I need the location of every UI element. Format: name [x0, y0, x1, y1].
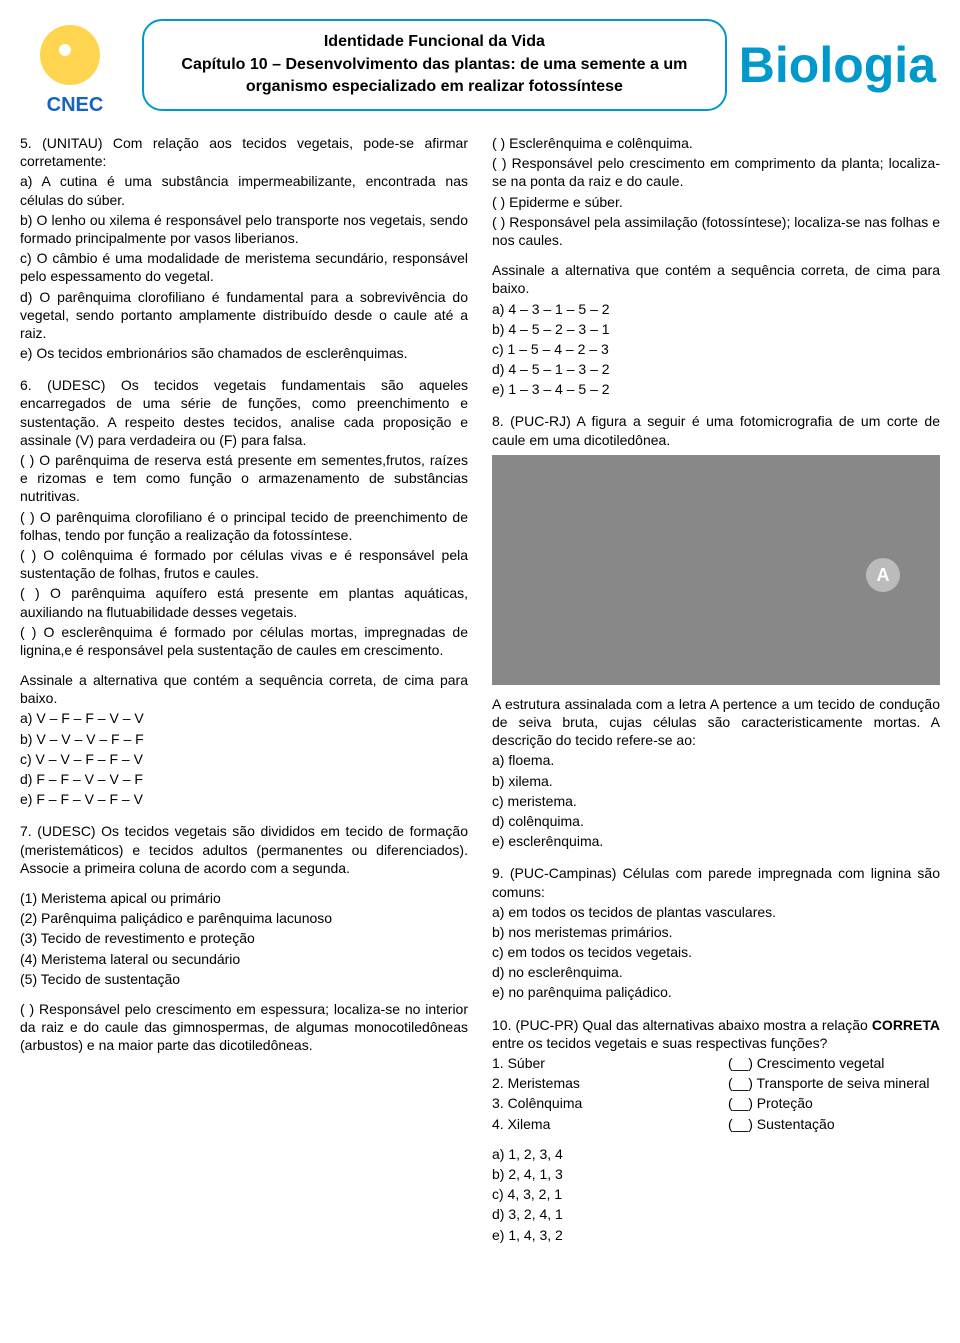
content-columns: 5. (UNITAU) Com relação aos tecidos vege… — [20, 134, 940, 1258]
q8-d: d) colênquima. — [492, 812, 940, 830]
q7-d: d) 4 – 5 – 1 – 3 – 2 — [492, 360, 940, 378]
q10-left-0: 1. Súber — [492, 1054, 704, 1072]
logo: CNEC — [20, 10, 130, 120]
q10-stem-bold: CORRETA — [872, 1017, 940, 1033]
q7-col2-3: ( ) Epiderme e súber. — [492, 193, 940, 211]
q10-b: b) 2, 4, 1, 3 — [492, 1165, 940, 1183]
q6-p5: ( ) O esclerênquima é formado por célula… — [20, 623, 468, 659]
q5-e: e) Os tecidos embrionários são chamados … — [20, 344, 468, 362]
q10-right-0: (__) Crescimento vegetal — [728, 1054, 940, 1072]
q8-stem: 8. (PUC-RJ) A figura a seguir é uma foto… — [492, 412, 940, 448]
q10-right-2: (__) Proteção — [728, 1094, 940, 1112]
question-8: 8. (PUC-RJ) A figura a seguir é uma foto… — [492, 412, 940, 850]
svg-text:CNEC: CNEC — [47, 94, 104, 115]
q10-stem: 10. (PUC-PR) Qual das alternativas abaix… — [492, 1016, 940, 1052]
q7-col1-0: (1) Meristema apical ou primário — [20, 889, 468, 907]
q6-e: e) F – F – V – F – V — [20, 790, 468, 808]
q8-c: c) meristema. — [492, 792, 940, 810]
question-6: 6. (UDESC) Os tecidos vegetais fundament… — [20, 376, 468, 808]
q10-a: a) 1, 2, 3, 4 — [492, 1145, 940, 1163]
q9-b: b) nos meristemas primários. — [492, 923, 940, 941]
q6-stem: 6. (UDESC) Os tecidos vegetais fundament… — [20, 376, 468, 449]
q7-col2-2: ( ) Responsável pelo crescimento em comp… — [492, 154, 940, 190]
q10-left-col: 1. Súber 2. Meristemas 3. Colênquima 4. … — [492, 1054, 704, 1135]
q10-left-3: 4. Xilema — [492, 1115, 704, 1133]
q7-e: e) 1 – 3 – 4 – 5 – 2 — [492, 380, 940, 398]
q10-e: e) 1, 4, 3, 2 — [492, 1226, 940, 1244]
title-line-1: Identidade Funcional da Vida — [162, 31, 707, 53]
q10-d: d) 3, 2, 4, 1 — [492, 1205, 940, 1223]
q10-stem-post: entre os tecidos vegetais e suas respect… — [492, 1035, 827, 1051]
q5-c: c) O câmbio é uma modalidade de meristem… — [20, 249, 468, 285]
q5-b: b) O lenho ou xilema é responsável pelo … — [20, 211, 468, 247]
q9-d: d) no esclerênquima. — [492, 963, 940, 981]
q6-d: d) F – F – V – V – F — [20, 770, 468, 788]
q10-right-1: (__) Transporte de seiva mineral — [728, 1074, 940, 1092]
q7-col2-4: ( ) Responsável pela assimilação (fotoss… — [492, 213, 940, 249]
q10-right-col: (__) Crescimento vegetal (__) Transporte… — [728, 1054, 940, 1135]
cnec-logo-icon: CNEC — [25, 15, 125, 115]
q6-b: b) V – V – V – F – F — [20, 730, 468, 748]
q8-a: a) floema. — [492, 751, 940, 769]
q5-stem: 5. (UNITAU) Com relação aos tecidos vege… — [20, 134, 468, 170]
q7-b: b) 4 – 5 – 2 – 3 – 1 — [492, 320, 940, 338]
q8-post: A estrutura assinalada com a letra A per… — [492, 695, 940, 750]
q8-figure — [492, 455, 940, 685]
q7-col1-4: (5) Tecido de sustentação — [20, 970, 468, 988]
q10-c: c) 4, 3, 2, 1 — [492, 1185, 940, 1203]
q8-b: b) xilema. — [492, 772, 940, 790]
q6-p3: ( ) O colênquima é formado por células v… — [20, 546, 468, 582]
q6-p2: ( ) O parênquima clorofiliano é o princi… — [20, 508, 468, 544]
question-10: 10. (PUC-PR) Qual das alternativas abaix… — [492, 1016, 940, 1244]
q8-e: e) esclerênquima. — [492, 832, 940, 850]
q7-c: c) 1 – 5 – 4 – 2 – 3 — [492, 340, 940, 358]
right-column: ( ) Esclerênquima e colênquima. ( ) Resp… — [492, 134, 940, 1258]
q7-a: a) 4 – 3 – 1 – 5 – 2 — [492, 300, 940, 318]
q9-c: c) em todos os tecidos vegetais. — [492, 943, 940, 961]
title-box: Identidade Funcional da Vida Capítulo 10… — [142, 19, 727, 110]
q6-p1: ( ) O parênquima de reserva está present… — [20, 451, 468, 506]
q6-c: c) V – V – F – F – V — [20, 750, 468, 768]
left-column: 5. (UNITAU) Com relação aos tecidos vege… — [20, 134, 468, 1258]
question-7-cont: ( ) Esclerênquima e colênquima. ( ) Resp… — [492, 134, 940, 398]
question-9: 9. (PUC-Campinas) Células com parede imp… — [492, 864, 940, 1001]
q7-instruct: Assinale a alternativa que contém a sequ… — [492, 261, 940, 297]
subject-label: Biologia — [739, 36, 940, 94]
q6-p4: ( ) O parênquima aquífero está presente … — [20, 584, 468, 620]
q10-stem-pre: 10. (PUC-PR) Qual das alternativas abaix… — [492, 1017, 872, 1033]
q9-stem: 9. (PUC-Campinas) Células com parede imp… — [492, 864, 940, 900]
q7-col2-0: ( ) Responsável pelo crescimento em espe… — [20, 1000, 468, 1055]
q10-left-1: 2. Meristemas — [492, 1074, 704, 1092]
title-line-2: Capítulo 10 – Desenvolvimento das planta… — [162, 54, 707, 99]
q5-a: a) A cutina é uma substância impermeabil… — [20, 172, 468, 208]
q7-col1-2: (3) Tecido de revestimento e proteção — [20, 929, 468, 947]
q10-left-2: 3. Colênquima — [492, 1094, 704, 1112]
q9-a: a) em todos os tecidos de plantas vascul… — [492, 903, 940, 921]
q10-right-3: (__) Sustentação — [728, 1115, 940, 1133]
q5-d: d) O parênquima clorofiliano é fundament… — [20, 288, 468, 343]
question-5: 5. (UNITAU) Com relação aos tecidos vege… — [20, 134, 468, 362]
question-7: 7. (UDESC) Os tecidos vegetais são divid… — [20, 822, 468, 1054]
q7-stem: 7. (UDESC) Os tecidos vegetais são divid… — [20, 822, 468, 877]
q6-a: a) V – F – F – V – V — [20, 709, 468, 727]
q7-col1-3: (4) Meristema lateral ou secundário — [20, 950, 468, 968]
q7-col2-1: ( ) Esclerênquima e colênquima. — [492, 134, 940, 152]
q7-col1-1: (2) Parênquima paliçádico e parênquima l… — [20, 909, 468, 927]
q6-instruct: Assinale a alternativa que contém a sequ… — [20, 671, 468, 707]
page-header: CNEC Identidade Funcional da Vida Capítu… — [20, 10, 940, 120]
q10-assoc-table: 1. Súber 2. Meristemas 3. Colênquima 4. … — [492, 1054, 940, 1135]
q9-e: e) no parênquima paliçádico. — [492, 983, 940, 1001]
